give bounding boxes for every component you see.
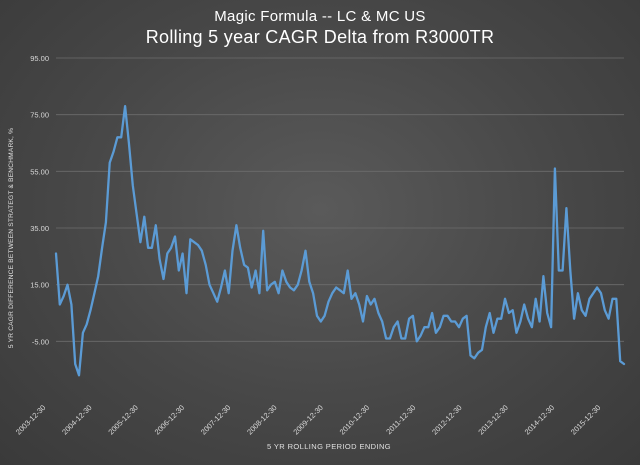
x-tick-label: 2015-12-30 bbox=[569, 403, 602, 436]
x-axis-ticks: 2003-12-30 2004-12-30 2005-12-30 2006-12-30… bbox=[14, 403, 602, 436]
y-tick-label: 55.00 bbox=[30, 167, 49, 176]
x-tick-label: 2009-12-30 bbox=[291, 403, 324, 436]
chart-title: Magic Formula -- LC & MC US bbox=[214, 8, 426, 25]
y-tick-label: -5.00 bbox=[32, 337, 49, 346]
x-tick-label: 2010-12-30 bbox=[338, 403, 371, 436]
x-tick-label: 2005-12-30 bbox=[106, 403, 139, 436]
x-tick-label: 2008-12-30 bbox=[245, 403, 278, 436]
x-tick-label: 2013-12-30 bbox=[476, 403, 509, 436]
x-tick-label: 2014-12-30 bbox=[523, 403, 556, 436]
series-line bbox=[54, 105, 626, 377]
y-axis-label: 5 YR CAGR DIFFERENCE BETWEEN STRATEGT & … bbox=[8, 128, 15, 348]
x-tick-label: 2012-12-30 bbox=[430, 403, 463, 436]
x-tick-label: 2011-12-30 bbox=[384, 403, 417, 436]
x-tick-label: 2006-12-30 bbox=[153, 403, 186, 436]
x-tick-label: 2007-12-30 bbox=[199, 403, 232, 436]
x-axis-label: 5 YR ROLLING PERIOD ENDING bbox=[267, 442, 391, 451]
gridlines bbox=[56, 57, 624, 342]
y-tick-label: 75.00 bbox=[30, 111, 49, 120]
x-tick-label: 2003-12-30 bbox=[14, 403, 47, 436]
y-tick-label: 95.00 bbox=[30, 54, 49, 63]
x-tick-label: 2004-12-30 bbox=[60, 403, 93, 436]
series-layer bbox=[54, 105, 626, 377]
y-axis-ticks: 95.00 75.00 55.00 35.00 15.00 -5.00 bbox=[30, 54, 49, 346]
y-tick-label: 35.00 bbox=[30, 224, 49, 233]
y-tick-label: 15.00 bbox=[30, 281, 49, 290]
chart-subtitle: Rolling 5 year CAGR Delta from R3000TR bbox=[145, 27, 495, 47]
